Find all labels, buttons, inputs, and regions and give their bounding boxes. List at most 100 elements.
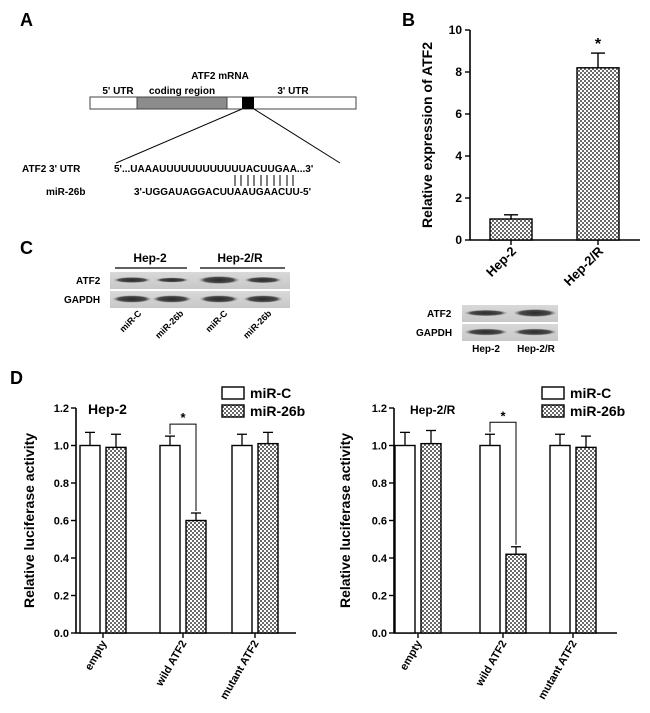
chart-b-x-tick-label: Hep-2 [483,244,519,280]
chart-d-left-bar-mir26b [105,446,127,634]
chart-d-left-bar-mirc [159,444,181,634]
blot-c: Hep-2 Hep-2/R ATF2 GAPDH miR-C miR-26b m… [64,251,290,341]
chart-b-significance: * [595,36,602,53]
chart-d-left-legend-swatch [221,404,245,418]
chart-d-left-bar-mir26b [257,442,279,634]
blot-c-band [198,276,240,284]
blot-c-band [152,295,192,303]
chart-d-right-bar-mirc [549,444,571,634]
blot-c-band [199,295,239,303]
chart-b-y-tick-label: 6 [455,107,462,121]
chart-b-y-tick-label: 8 [455,65,462,79]
panel-label-d: D [10,368,23,388]
atf2-utr-label: ATF2 3' UTR [22,164,81,175]
chart-d-left-y-tick-label: 0.0 [54,628,69,640]
blot-c-row-gapdh: GAPDH [64,295,100,306]
blot-b-band [513,309,557,317]
blot-b-row-atf2: ATF2 [427,309,452,320]
chart-b-y-tick-label: 2 [455,191,462,205]
chart-d-left-y-tick-label: 0.2 [54,591,69,603]
blot-b-gapdh-strip [462,324,558,341]
blot-c-lane: miR-C [204,308,230,334]
chart-d-left-significance-bracket [169,423,197,511]
chart-d-right-y-tick-label: 0.8 [372,478,387,490]
chart-d-right-y-tick-label: 0.2 [372,591,387,603]
atf2-utr-sequence: 5'...UAAAUUUUUUUUUUUUACUUGAA...3' [114,164,313,175]
chart-d-left-bar-mir26b [185,519,207,634]
chart-d-left-y-tick-label: 1.2 [54,403,69,415]
blot-b-row-gapdh: GAPDH [416,328,452,339]
blot-b-band [464,328,508,336]
chart-d-right-significance: * [500,408,506,423]
chart-d-right-y-label: Relative luciferase activity [337,433,353,608]
mir26b-label: miR-26b [46,187,85,198]
chart-b-bar [576,67,620,241]
chart-b-y-tick-label: 0 [455,233,462,247]
chart-d-left-x-tick-label: empty [83,638,110,673]
chart-d-left-significance: * [180,410,186,425]
blot-c-group-hep2: Hep-2 [133,251,167,265]
coding-region-block [136,96,228,110]
chart-d-right-significance-bracket [489,421,517,545]
chart-d-left-y-tick-label: 0.6 [54,516,69,528]
binding-site-block [242,97,254,109]
blot-c-lane: miR-26b [153,308,186,341]
chart-d-right-legend-label: miR-C [570,385,611,401]
blot-b-band [513,328,557,336]
chart-d-left-y-tick-label: 0.8 [54,478,69,490]
chart-d-right: 0.0 0.2 0.4 0.6 0.8 1.0 1.2 Relative luciferase… [337,385,625,702]
chart-d-left-bar-mirc [231,444,253,634]
panel-label-c: C [20,238,33,258]
chart-d-right-y-tick-label: 1.2 [372,403,387,415]
chart-b-y-tick-label: 4 [455,149,462,163]
blot-b: ATF2 GAPDH Hep-2 Hep-2/R [416,305,558,355]
chart-d-right-x-tick-label: mutant ATF2 [536,639,579,702]
pairing-lines [234,175,294,186]
blot-b-lane: Hep-2/R [517,344,556,355]
chart-b: 0 2 4 6 8 10 Relative expression of ATF2 Hep-2 *… [419,23,640,289]
chart-d-left: 0.0 0.2 0.4 0.6 0.8 1.0 1.2 Relative luciferase… [21,385,305,702]
chart-d-right-y-tick-label: 1.0 [372,441,387,453]
utr5-label: 5' UTR [102,86,134,97]
chart-d-left-x-tick-label: wild ATF2 [153,639,189,690]
chart-b-x-tick-label: Hep-2/R [561,243,607,289]
chart-d-right-bar-mir26b [575,446,597,634]
blot-c-band [112,295,152,303]
chart-d-right-bar-mirc [394,444,416,634]
panel-label-b: B [402,10,415,30]
chart-b-y-tick-label: 10 [449,23,463,37]
chart-d-right-legend-swatch [541,404,565,418]
chart-d-right-y-tick-label: 0.6 [372,516,387,528]
chart-d-right-legend-swatch [541,386,565,400]
chart-d-right-y-tick-label: 0.4 [372,553,388,565]
chart-d-right-bar-mir26b [505,553,527,634]
mir26b-sequence: 3'-UGGAUAGGACUUAAUGAACUU-5' [134,187,311,198]
chart-b-bar [489,218,533,241]
chart-d-left-legend-swatch [221,386,245,400]
chart-d-right-y-tick-label: 0.0 [372,628,387,640]
blot-c-row-atf2: ATF2 [76,276,101,287]
zoom-line-left [115,108,243,164]
chart-d-left-y-tick-label: 1.0 [54,441,69,453]
blot-c-group-hep2r: Hep-2/R [217,251,263,265]
chart-b-y-label: Relative expression of ATF2 [419,42,435,228]
mrna-title: ATF2 mRNA [191,71,249,82]
utr3-label: 3' UTR [277,86,309,97]
coding-label: coding region [149,86,215,97]
chart-d-right-x-tick-label: empty [398,638,425,673]
zoom-line-right [253,108,341,164]
blot-b-band [464,309,508,317]
chart-d-left-y-label: Relative luciferase activity [21,433,37,608]
chart-d-left-title: Hep-2 [88,401,127,417]
chart-d-right-bar-mir26b [420,442,442,634]
chart-d-left-legend-label: miR-26b [250,403,305,419]
blot-c-band [113,277,151,283]
mrna-diagram: ATF2 mRNA 5' UTR coding region 3' UTR AT… [22,71,357,198]
blot-c-band [243,295,283,303]
blot-c-lane: miR-C [118,308,144,334]
blot-b-lane: Hep-2 [472,344,500,355]
chart-d-right-x-tick-label: wild ATF2 [473,639,509,690]
chart-d-left-y-tick-label: 0.4 [54,553,70,565]
chart-d-left-bar-mirc [79,444,101,634]
